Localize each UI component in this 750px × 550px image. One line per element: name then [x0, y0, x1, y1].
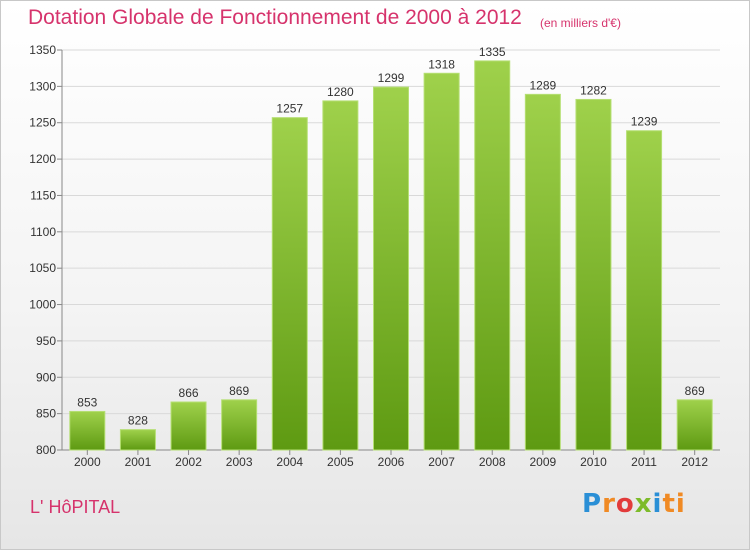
x-tick-label-2000: 2000 — [74, 455, 101, 469]
x-tick-label-2006: 2006 — [378, 455, 405, 469]
y-tick-label: 1000 — [29, 298, 56, 312]
y-tick-label: 1050 — [29, 261, 56, 275]
value-label-2010: 1282 — [580, 83, 607, 97]
bar-2007 — [423, 72, 460, 451]
proxiti-logo: Proxiti — [582, 489, 686, 519]
x-tick-label-2010: 2010 — [580, 455, 607, 469]
bar-2002 — [170, 401, 207, 451]
value-label-2009: 1289 — [529, 78, 556, 92]
value-label-2007: 1318 — [428, 57, 455, 71]
y-tick-label: 1350 — [29, 43, 56, 57]
value-label-2003: 869 — [229, 384, 249, 398]
value-label-2002: 866 — [179, 386, 199, 400]
value-label-2000: 853 — [77, 395, 97, 409]
value-label-2006: 1299 — [378, 71, 405, 85]
bar-2009 — [524, 93, 561, 451]
y-tick-label: 850 — [36, 407, 56, 421]
bar-2001 — [119, 429, 156, 451]
value-label-2005: 1280 — [327, 85, 354, 99]
y-tick-label: 950 — [36, 334, 56, 348]
x-tick-label-2008: 2008 — [479, 455, 506, 469]
x-tick-label-2011: 2011 — [631, 455, 657, 469]
y-tick-label: 1100 — [30, 225, 56, 239]
chart-title: Dotation Globale de Fonctionnement de 20… — [28, 6, 522, 29]
bar-2000 — [69, 410, 106, 451]
bar-2011 — [626, 130, 663, 451]
x-tick-label-2005: 2005 — [327, 455, 354, 469]
commune-name: L' HôPITAL — [30, 497, 121, 517]
value-label-2001: 828 — [128, 414, 148, 428]
x-tick-label-2012: 2012 — [681, 455, 708, 469]
value-label-2004: 1257 — [276, 102, 303, 116]
bar-2004 — [271, 117, 308, 451]
x-tick-label-2002: 2002 — [175, 455, 202, 469]
chart-subtitle: (en milliers d'€) — [540, 16, 621, 30]
y-tick-label: 1300 — [29, 79, 56, 93]
value-label-2008: 1335 — [479, 45, 506, 59]
value-label-2012: 869 — [685, 384, 705, 398]
value-label-2011: 1239 — [631, 115, 658, 129]
bar-2012 — [676, 399, 713, 451]
x-tick-label-2009: 2009 — [529, 455, 556, 469]
x-tick-label-2001: 2001 — [125, 455, 152, 469]
bar-2006 — [373, 86, 409, 451]
x-tick-label-2003: 2003 — [226, 455, 253, 469]
y-tick-label: 1150 — [30, 188, 56, 202]
bar-2010 — [575, 98, 612, 451]
bar-2005 — [322, 100, 359, 451]
y-tick-label: 1250 — [29, 116, 56, 130]
bar-2003 — [221, 399, 258, 451]
x-tick-label-2007: 2007 — [428, 455, 455, 469]
bar-2008 — [474, 60, 511, 451]
y-tick-label: 900 — [36, 370, 56, 384]
y-tick-label: 800 — [36, 443, 56, 457]
y-tick-label: 1200 — [29, 152, 56, 166]
x-tick-label-2004: 2004 — [276, 455, 303, 469]
